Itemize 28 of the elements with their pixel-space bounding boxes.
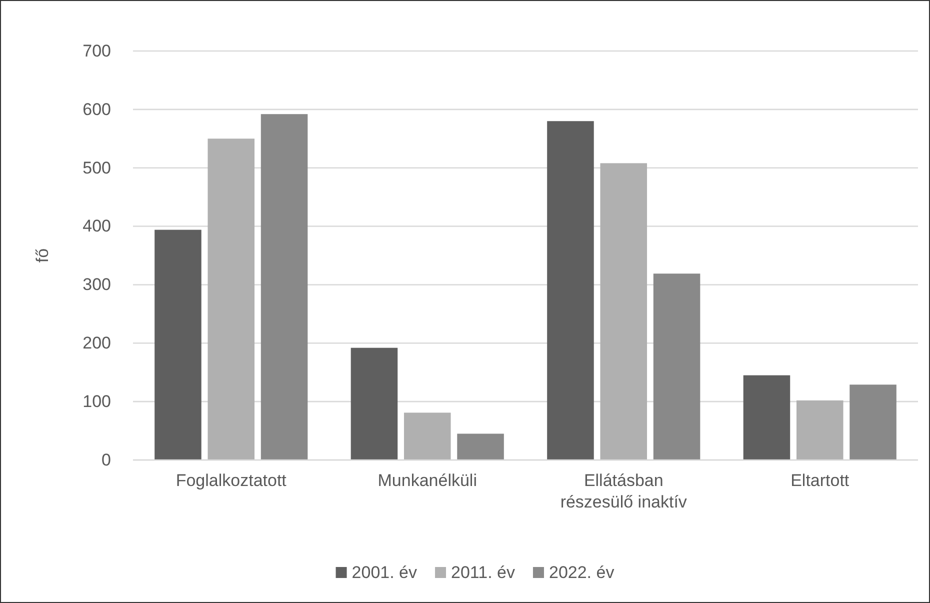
y-tick-label: 700: [82, 41, 111, 60]
bar: [208, 138, 255, 460]
y-tick-label: 300: [82, 275, 111, 294]
bar: [850, 384, 896, 460]
bar: [260, 114, 308, 460]
legend-label: 2001. év: [352, 563, 418, 582]
bar: [653, 274, 700, 460]
bar: [743, 375, 790, 460]
bar: [600, 163, 648, 460]
bar: [154, 230, 202, 460]
bar: [457, 434, 504, 460]
bar: [796, 400, 844, 460]
bar: [547, 121, 594, 460]
y-tick-label: 100: [82, 392, 111, 412]
y-tick-label: 500: [82, 158, 111, 178]
x-tick-label: Ellátásban részesülő inaktív: [560, 471, 688, 512]
bar: [350, 348, 398, 460]
y-tick-label: 400: [82, 216, 111, 236]
x-tick-label: Eltartott: [790, 471, 850, 490]
bar: [404, 412, 451, 460]
y-tick-label: 200: [82, 334, 111, 353]
x-tick-label: Munkanélküli: [378, 471, 477, 490]
legend-label: 2022. év: [548, 563, 615, 582]
y-tick-label: 600: [82, 100, 111, 119]
y-axis-title: fő: [33, 248, 52, 263]
x-tick-label: Foglalkoztatott: [176, 471, 287, 490]
y-tick-label: 0: [102, 450, 111, 470]
legend-label: 2011. év: [451, 563, 516, 582]
